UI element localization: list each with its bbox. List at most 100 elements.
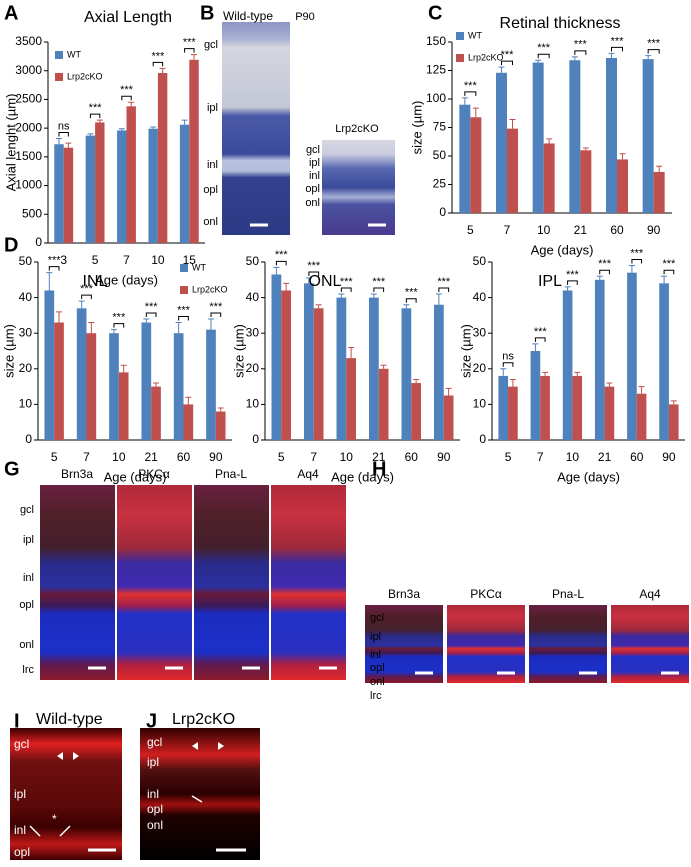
layer-label: onl: [370, 676, 385, 688]
error-bar: [191, 54, 198, 60]
x-tick-label: 60: [405, 450, 419, 464]
arrowhead: [73, 752, 79, 760]
y-tick-label: 0: [439, 205, 446, 219]
bar: [173, 333, 184, 440]
chart-title: ONL: [309, 273, 342, 290]
error-bar: [670, 400, 677, 405]
bar: [459, 104, 471, 213]
significance-label: ***: [340, 276, 354, 288]
arrowhead: [57, 752, 63, 760]
bar: [627, 272, 637, 440]
error-bar: [56, 311, 63, 323]
y-tick-label: 25: [433, 177, 447, 191]
significance-bracket: [58, 131, 69, 137]
y-tick-label: 20: [473, 361, 487, 375]
significance-bracket: [308, 271, 320, 277]
x-tick-label: 21: [574, 223, 588, 237]
bar: [118, 372, 129, 440]
significance-bracket: [184, 48, 195, 53]
significance-label: ***: [48, 255, 62, 267]
y-tick-label: 40: [473, 290, 487, 304]
bar: [215, 411, 226, 440]
error-bar: [78, 300, 85, 309]
significance-bracket: [373, 287, 385, 293]
y-tick-label: 20: [246, 361, 260, 375]
error-bar: [110, 329, 117, 334]
layer-label: inl: [14, 823, 26, 837]
legend-swatch: [456, 54, 464, 62]
micrograph: [322, 140, 395, 235]
y-tick-label: 0: [35, 235, 42, 249]
bar: [95, 122, 105, 243]
stain-label: PKCα: [138, 467, 170, 481]
significance-bracket: [611, 46, 623, 52]
bar: [434, 304, 444, 440]
y-axis-title: Axial lenght (µm): [3, 94, 18, 192]
error-bar: [153, 382, 160, 387]
micrograph: [365, 605, 443, 683]
error-bar: [273, 266, 280, 275]
x-tick-label: 5: [505, 450, 512, 464]
micrograph: [140, 728, 260, 860]
arrow: [59, 825, 71, 837]
y-tick-label: 30: [246, 325, 260, 339]
panel-label: D: [4, 234, 18, 256]
legend-swatch: [456, 32, 464, 40]
error-bar: [435, 293, 442, 305]
significance-label: ***: [662, 258, 676, 270]
bar: [543, 143, 555, 213]
significance-label: ***: [145, 301, 159, 313]
error-bar: [96, 119, 103, 123]
significance-bracket: [663, 269, 675, 275]
x-axis-title: Age (days): [104, 469, 167, 484]
legend-swatch: [180, 264, 188, 272]
significance-label: ***: [405, 287, 419, 299]
bar: [63, 147, 74, 243]
significance-bracket: [647, 49, 660, 54]
significance-bracket: [464, 91, 477, 96]
chart-title: Retinal thickness: [500, 15, 621, 32]
bar: [594, 279, 605, 440]
significance-label: ***: [275, 249, 289, 261]
bar: [281, 290, 291, 440]
layer-label: inl: [207, 159, 218, 171]
error-bar: [509, 378, 516, 387]
micrograph: [447, 605, 525, 683]
significance-bracket: [502, 362, 514, 367]
y-tick-label: 125: [426, 63, 446, 77]
image-title: P90: [295, 11, 315, 23]
x-tick-label: 21: [144, 450, 158, 464]
annotation: *: [52, 812, 57, 826]
significance-bracket: [113, 323, 125, 328]
image-title: Lrp2cKO: [335, 123, 379, 135]
bar: [369, 297, 379, 440]
y-tick-label: 500: [22, 206, 42, 220]
significance-label: ***: [611, 35, 625, 47]
chart-title: INL: [83, 273, 108, 290]
panel-label: C: [428, 2, 442, 24]
stain-label: Pna-L: [215, 467, 247, 481]
significance-bracket: [534, 337, 546, 342]
error-bar: [185, 396, 192, 405]
layer-label: ipl: [23, 534, 34, 546]
panel-label: I: [14, 710, 20, 732]
error-bar: [370, 293, 377, 298]
bar: [507, 128, 518, 213]
y-tick-label: 0: [479, 432, 486, 446]
x-tick-label: 21: [598, 450, 612, 464]
y-tick-label: 3000: [15, 63, 42, 77]
x-tick-label: 7: [83, 450, 90, 464]
y-tick-label: 30: [19, 325, 33, 339]
bar: [54, 144, 64, 243]
layer-label: opl: [305, 183, 320, 195]
x-tick-label: 21: [372, 450, 386, 464]
error-bar: [305, 277, 312, 284]
error-bar: [55, 137, 62, 145]
micrograph: [271, 485, 346, 680]
x-tick-label: 60: [610, 223, 624, 237]
y-tick-label: 1500: [15, 149, 42, 163]
bar: [653, 171, 665, 213]
bar: [443, 395, 454, 440]
error-bar: [348, 346, 355, 359]
